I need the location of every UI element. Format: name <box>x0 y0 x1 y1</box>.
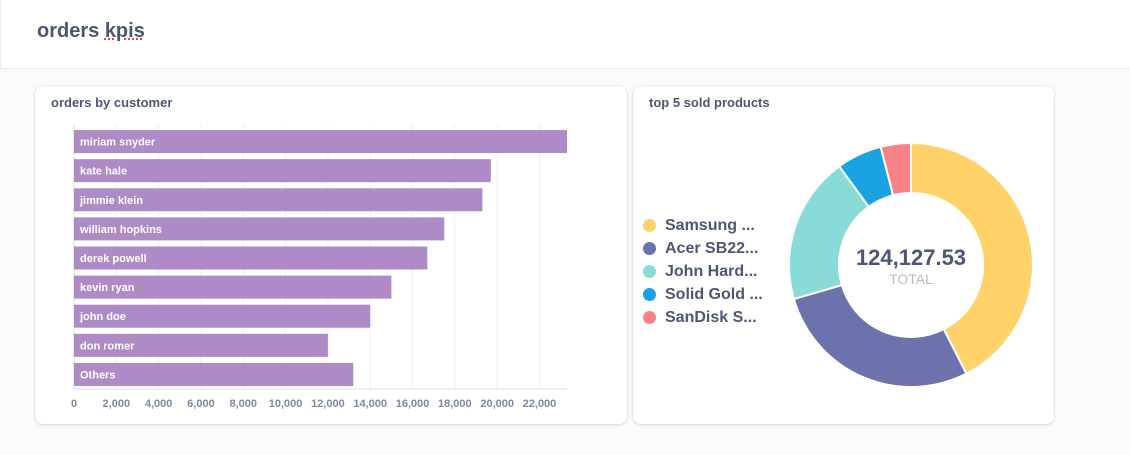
x-tick-label: 20,000 <box>480 398 514 410</box>
x-tick-label: 12,000 <box>311 398 345 410</box>
bar-label: william hopkins <box>79 224 162 236</box>
bar-label: kevin ryan <box>80 282 135 294</box>
dashboard-title-word: kpis <box>105 20 145 42</box>
top-5-sold-products-card[interactable]: top 5 sold products Samsung ... Acer SB22… <box>633 86 1054 424</box>
bar-label: miriam snyder <box>80 137 156 149</box>
dashboard-title-prefix: orders <box>37 20 105 42</box>
pie-slice[interactable] <box>794 285 967 387</box>
dashboard-header: orders kpis <box>0 0 1130 69</box>
dashboard-title: orders kpis <box>37 20 145 43</box>
x-tick-label: 22,000 <box>523 398 557 410</box>
x-tick-label: 8,000 <box>230 398 258 410</box>
bar-chart: miriam snyder kate hale jimmie klein willia… <box>35 86 627 424</box>
bar[interactable] <box>74 363 353 386</box>
x-tick-label: 18,000 <box>438 398 472 410</box>
x-tick-label: 10,000 <box>269 398 303 410</box>
bar-label: jimmie klein <box>79 195 143 207</box>
bar-label: kate hale <box>80 166 127 178</box>
orders-by-customer-card[interactable]: orders by customer miriam snyder kate hal… <box>35 86 627 424</box>
bar-label: Others <box>80 369 115 381</box>
bar-label: derek powell <box>80 253 147 265</box>
x-tick-label: 16,000 <box>396 398 430 410</box>
x-tick-label: 6,000 <box>187 398 215 410</box>
bar[interactable] <box>74 159 491 182</box>
x-tick-label: 14,000 <box>353 398 387 410</box>
x-tick-label: 0 <box>71 398 77 410</box>
x-tick-label: 4,000 <box>145 398 173 410</box>
bar-label: don romer <box>80 340 135 352</box>
total-label: TOTAL <box>889 271 933 287</box>
bar-label: john doe <box>79 311 126 323</box>
total-value: 124,127.53 <box>856 245 966 270</box>
x-tick-label: 2,000 <box>103 398 131 410</box>
